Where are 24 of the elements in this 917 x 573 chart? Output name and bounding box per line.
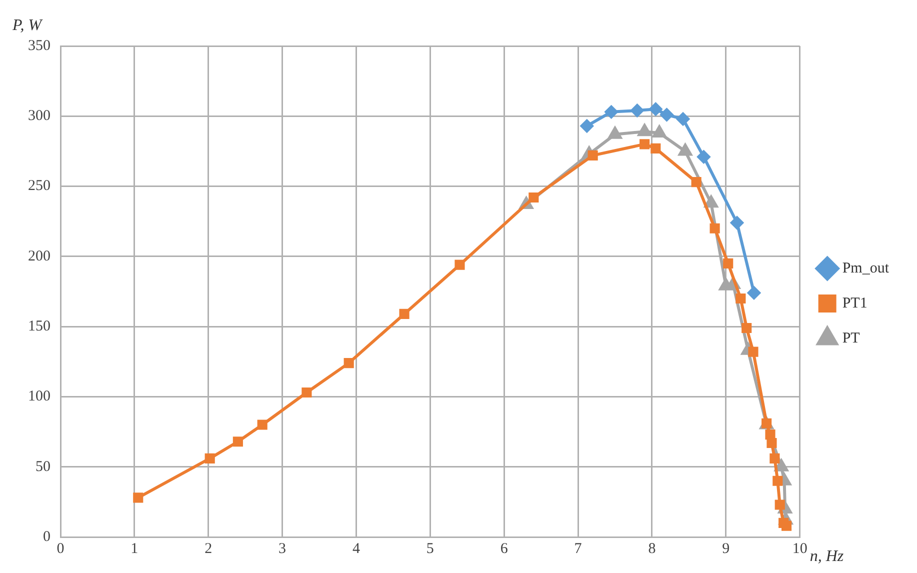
x-tick-label: 5	[426, 540, 434, 557]
x-tick-label: 6	[500, 540, 508, 557]
x-tick-label: 4	[352, 540, 360, 557]
x-tick-label: 10	[792, 540, 808, 557]
x-tick-label: 9	[722, 540, 730, 557]
y-tick-label: 0	[43, 528, 50, 545]
x-tick-label: 1	[130, 540, 138, 557]
y-tick-label: 150	[28, 318, 50, 335]
x-tick-label: 2	[204, 540, 212, 557]
legend-label: Pm_out	[842, 260, 890, 276]
y-tick-label: 100	[28, 388, 50, 405]
x-tick-label: 0	[56, 540, 64, 557]
y-tick-label: 300	[28, 108, 50, 124]
legend-label: PT1	[842, 295, 868, 312]
x-axis-title: n, Hz	[810, 548, 844, 566]
y-tick-label: 350	[28, 38, 50, 54]
y-axis-title: P, W	[12, 17, 44, 34]
legend-label: PT	[842, 330, 860, 346]
x-tick-label: 8	[648, 540, 656, 557]
y-tick-label: 50	[36, 458, 50, 475]
y-tick-label: 250	[28, 178, 50, 194]
x-tick-label: 7	[574, 540, 582, 557]
y-tick-label: 200	[28, 248, 50, 264]
x-tick-label: 3	[278, 540, 286, 557]
